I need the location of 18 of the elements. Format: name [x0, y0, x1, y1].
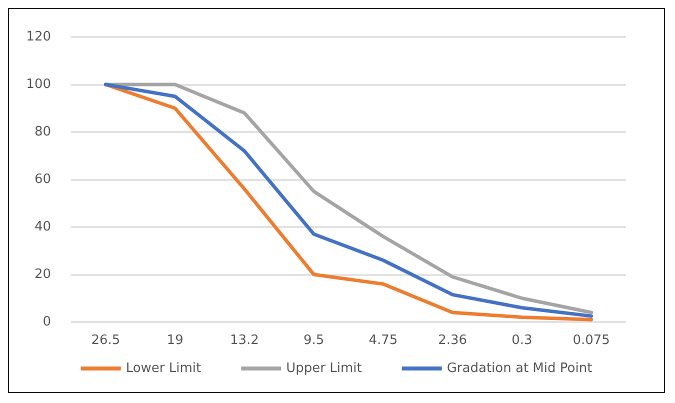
x-tick-label: 0.075 — [572, 333, 610, 348]
y-tick-label: 0 — [42, 314, 51, 330]
x-tick-label: 2.36 — [438, 333, 468, 348]
y-tick-label: 40 — [34, 220, 51, 234]
y-tick-label: 100 — [26, 77, 51, 92]
legend-label: Lower Limit — [126, 361, 202, 376]
y-tick-label: 60 — [34, 172, 51, 187]
x-tick-label: 4.75 — [368, 333, 398, 348]
x-tick-label: 13.2 — [230, 333, 259, 348]
y-tick-label: 80 — [34, 124, 51, 140]
x-tick-label: 26.5 — [91, 333, 120, 348]
legend-label: Upper Limit — [286, 361, 362, 376]
legend-label: Gradation at Mid Point — [446, 361, 592, 376]
y-tick-label: 20 — [34, 267, 51, 282]
x-tick-label: 9.5 — [303, 333, 324, 348]
x-tick-label: 0.3 — [512, 333, 532, 348]
y-tick-label: 120 — [26, 30, 51, 44]
x-tick-label: 19 — [166, 333, 184, 348]
